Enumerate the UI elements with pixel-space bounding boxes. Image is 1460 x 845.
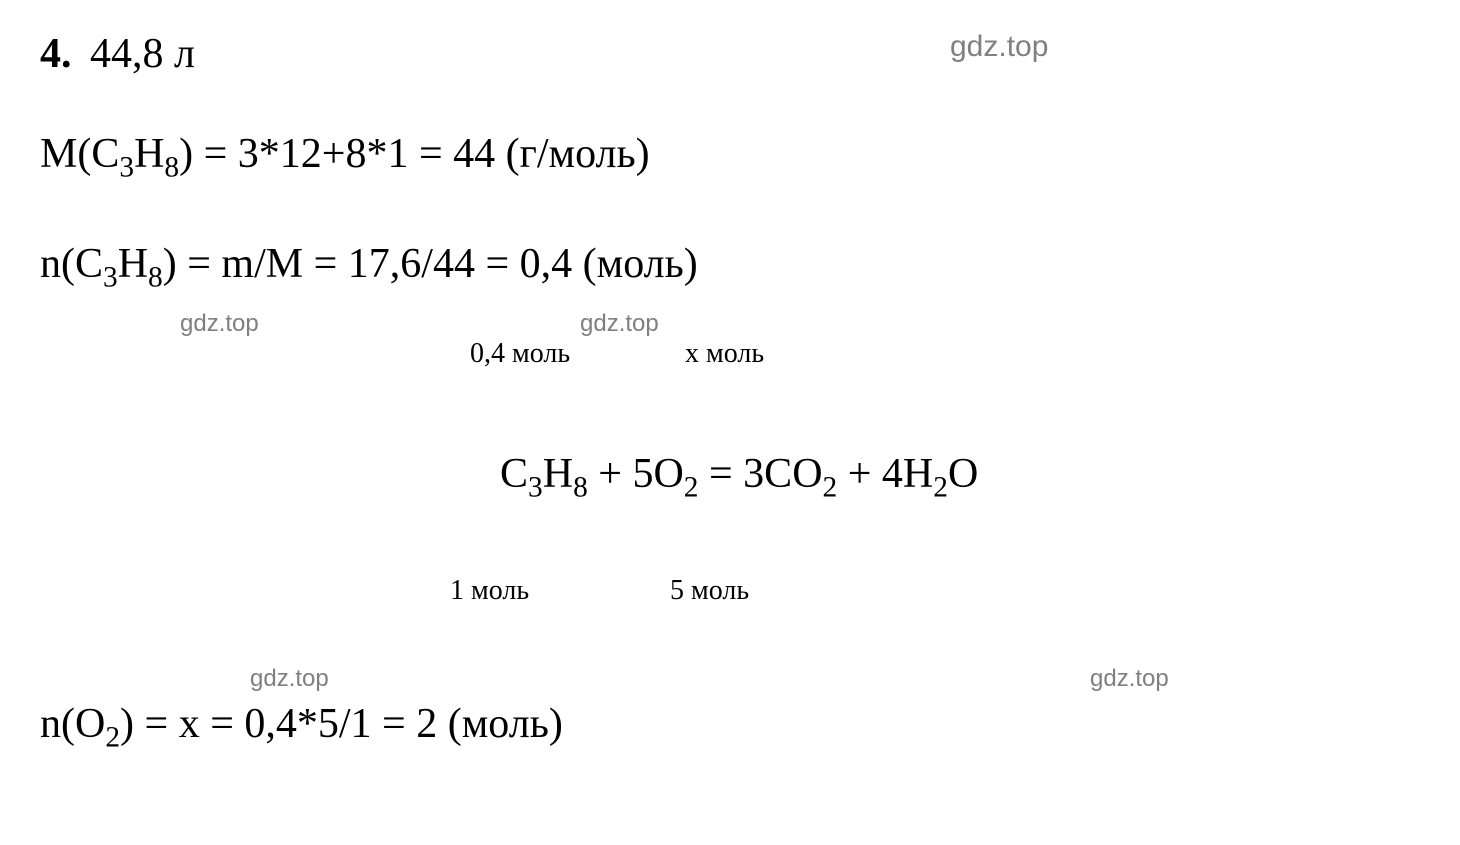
oxy-p1: n(O xyxy=(40,701,105,747)
eq-s1: 3 xyxy=(528,471,543,503)
eq-p6: O xyxy=(948,451,978,497)
moles-prefix: n(C xyxy=(40,241,103,287)
watermark-mid-left: gdz.top xyxy=(180,310,259,338)
molar-mass-sub1: 3 xyxy=(119,151,134,183)
eq-p2: H xyxy=(543,451,573,497)
molar-mass-line: M(C3H8) = 3*12+8*1 = 44 (г/моль) xyxy=(40,130,650,184)
moles-suffix: ) = m/M = 17,6/44 = 0,4 (моль) xyxy=(163,241,698,287)
eq-s4: 2 xyxy=(823,471,838,503)
eq-p4: = 3CO xyxy=(699,451,823,497)
oxygen-moles-line: n(O2) = x = 0,4*5/1 = 2 (моль) xyxy=(40,700,563,754)
molar-mass-mid1: H xyxy=(134,131,164,177)
oxy-p2: ) = x = 0,4*5/1 = 2 (моль) xyxy=(120,701,563,747)
eq-s3: 2 xyxy=(684,471,699,503)
eq-s2: 8 xyxy=(573,471,588,503)
watermark-top-right: gdz.top xyxy=(950,30,1048,64)
line-1-main: 4. 44,8 л xyxy=(40,30,195,78)
eq-p3: + 5O xyxy=(588,451,684,497)
moles-propane-line: n(C3H8) = m/M = 17,6/44 = 0,4 (моль) xyxy=(40,240,698,294)
molar-mass-prefix: M(C xyxy=(40,131,119,177)
moles-sub1: 3 xyxy=(103,261,118,293)
molar-mass-sub2: 8 xyxy=(164,151,179,183)
eq-p1: C xyxy=(500,451,528,497)
watermark-mid-right: gdz.top xyxy=(580,310,659,338)
moles-mid1: H xyxy=(118,241,148,287)
stoich-label-1: 0,4 моль xyxy=(470,338,570,370)
stoich-label-2: х моль xyxy=(685,338,764,370)
moles-sub2: 8 xyxy=(148,261,163,293)
watermark-bottom-right: gdz.top xyxy=(1090,665,1169,693)
oxy-s1: 2 xyxy=(105,721,120,753)
watermark-bottom-left: gdz.top xyxy=(250,665,329,693)
eq-p5: + 4H xyxy=(837,451,933,497)
molar-mass-suffix: ) = 3*12+8*1 = 44 (г/моль) xyxy=(179,131,650,177)
answer-value: 44,8 л xyxy=(90,31,195,77)
problem-number: 4. xyxy=(40,31,72,77)
chemical-equation: C3H8 + 5O2 = 3CO2 + 4H2O xyxy=(500,450,978,504)
eq-s5: 2 xyxy=(933,471,948,503)
mole-ratio-2: 5 моль xyxy=(670,575,749,607)
mole-ratio-1: 1 моль xyxy=(450,575,529,607)
